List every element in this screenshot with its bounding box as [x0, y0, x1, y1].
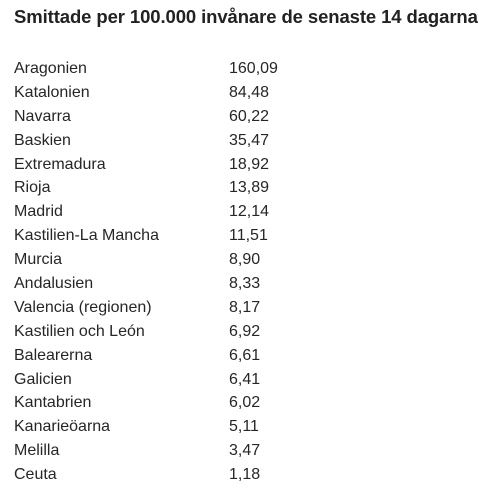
region-name: Galicien	[14, 370, 72, 388]
region-name: Balearerna	[14, 346, 93, 364]
region-name: Ceuta	[14, 466, 57, 484]
region-name: Valencia (regionen)	[14, 298, 152, 316]
infection-rate: 35,47	[229, 131, 270, 149]
region-name: Rioja	[14, 179, 51, 197]
list-item: Rioja 13,89	[14, 176, 329, 200]
list-item: Navarra 60,22	[14, 105, 329, 129]
list-item: Extremadura 18,92	[14, 153, 329, 177]
list-item: Katalonien 84,48	[14, 81, 329, 105]
region-name: Extremadura	[14, 155, 106, 173]
list-item: Baskien 35,47	[14, 129, 329, 153]
list-item: Galicien 6,41	[14, 368, 329, 392]
infection-rate: 8,17	[229, 298, 261, 316]
list-item: Balearerna 6,61	[14, 344, 329, 368]
infection-rate: 5,11	[229, 418, 259, 436]
table-title: Smittade per 100.000 invånare de senaste…	[14, 6, 479, 27]
list-item: Melilla 3,47	[14, 439, 329, 463]
list-item: Murcia 8,90	[14, 248, 329, 272]
infection-rate: 1,18	[229, 466, 261, 484]
infection-rate: 12,14	[229, 203, 270, 221]
infection-rate: 18,92	[229, 155, 270, 173]
region-name: Andalusien	[14, 274, 94, 292]
infection-rate: 6,41	[229, 370, 261, 388]
list-item: Kanarieöarna 5,11	[14, 415, 329, 439]
infection-rate: 60,22	[229, 107, 270, 125]
infection-rate: 6,61	[229, 346, 261, 364]
infection-rate: 6,92	[229, 322, 261, 340]
list-item: Aragonien 160,09	[14, 57, 329, 81]
region-name: Navarra	[14, 107, 71, 125]
infection-rate: 160,09	[229, 59, 278, 77]
list-item: Madrid 12,14	[14, 200, 329, 224]
region-list: Aragonien 160,09 Katalonien 84,48 Navarr…	[14, 57, 329, 487]
infection-rate: 13,89	[229, 179, 270, 197]
region-name: Kantabrien	[14, 394, 92, 412]
list-item: Andalusien 8,33	[14, 272, 329, 296]
region-name: Madrid	[14, 203, 63, 221]
region-name: Baskien	[14, 131, 71, 149]
infection-rate: 6,02	[229, 394, 261, 412]
list-item: Valencia (regionen) 8,17	[14, 296, 329, 320]
region-name: Murcia	[14, 251, 63, 269]
region-name: Melilla	[14, 442, 60, 460]
list-item: Kastilien och León 6,92	[14, 320, 329, 344]
infection-rate: 84,48	[229, 83, 270, 101]
list-item: Kantabrien 6,02	[14, 391, 329, 415]
infection-rate: 11,51	[229, 227, 268, 245]
infection-rate: 3,47	[229, 442, 261, 460]
list-item: Ceuta 1,18	[14, 463, 329, 487]
infection-rate: 8,33	[229, 274, 261, 292]
region-name: Katalonien	[14, 83, 90, 101]
region-name: Kastilien-La Mancha	[14, 227, 159, 245]
list-item: Kastilien-La Mancha 11,51	[14, 224, 329, 248]
region-name: Kastilien och León	[14, 322, 145, 340]
infection-rate: 8,90	[229, 251, 261, 269]
region-name: Kanarieöarna	[14, 418, 111, 436]
region-name: Aragonien	[14, 59, 87, 77]
